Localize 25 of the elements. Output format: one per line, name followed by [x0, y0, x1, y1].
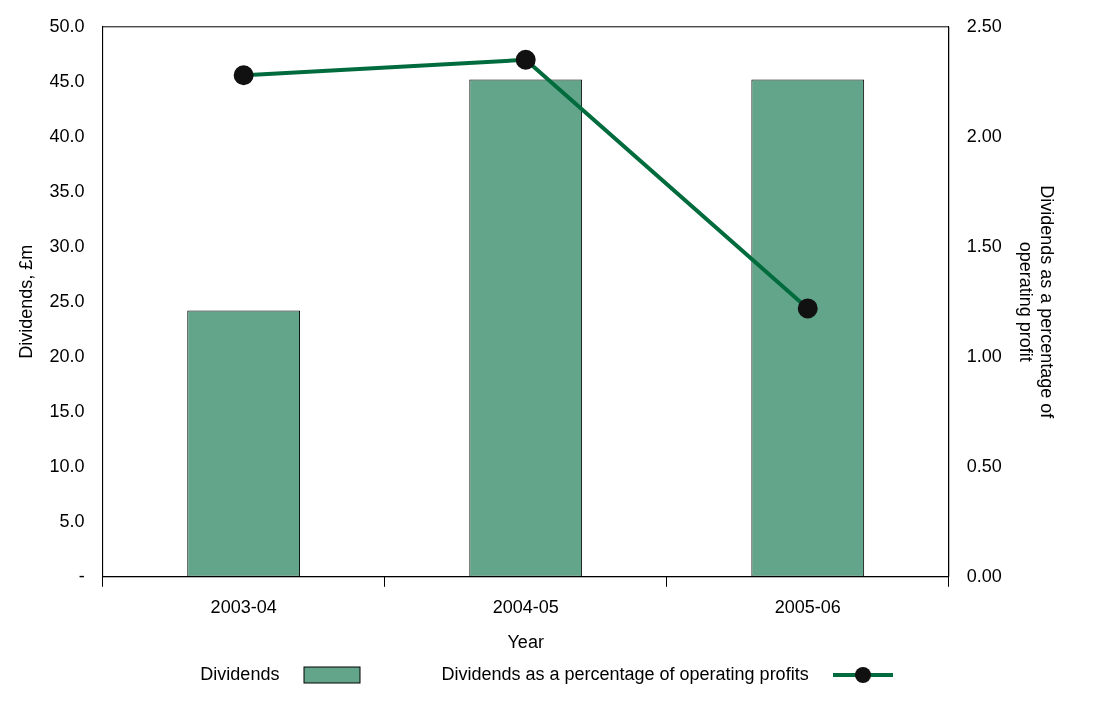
- y2-tick-label: 0.00: [966, 565, 1002, 586]
- x-tick-label: 2003-04: [210, 596, 277, 617]
- y2-tick-label: 2.50: [966, 15, 1002, 36]
- y-tick-label: 45.0: [49, 70, 85, 91]
- legend-label: Dividends: [200, 664, 280, 685]
- y2-tick-label: 0.50: [966, 455, 1002, 476]
- y2-tick-label: 2.00: [966, 125, 1002, 146]
- y-tick-label: 15.0: [49, 400, 85, 421]
- x-axis-title: Year: [507, 632, 544, 653]
- y-axis-title: Dividends, £m: [15, 244, 36, 359]
- x-tick-label: 2004-05: [492, 596, 559, 617]
- y-tick-label: -: [78, 565, 85, 586]
- y2-axis-title: Dividends as a percentage of operating profit: [1015, 185, 1058, 420]
- y-tick-label: 50.0: [49, 15, 85, 36]
- legend-label: Dividends as a percentage of operating profits: [441, 664, 809, 685]
- y-tick-label: 40.0: [49, 125, 85, 146]
- y-tick-label: 30.0: [49, 235, 85, 256]
- x-tick-label: 2005-06: [774, 596, 841, 617]
- y-tick-label: 10.0: [49, 455, 85, 476]
- y2-tick-label: 1.50: [966, 235, 1002, 256]
- y2-tick-label: 1.00: [966, 345, 1002, 366]
- y-tick-label: 5.0: [59, 510, 85, 531]
- y-tick-label: 25.0: [49, 290, 85, 311]
- y-tick-label: 20.0: [49, 345, 85, 366]
- y-tick-label: 35.0: [49, 180, 85, 201]
